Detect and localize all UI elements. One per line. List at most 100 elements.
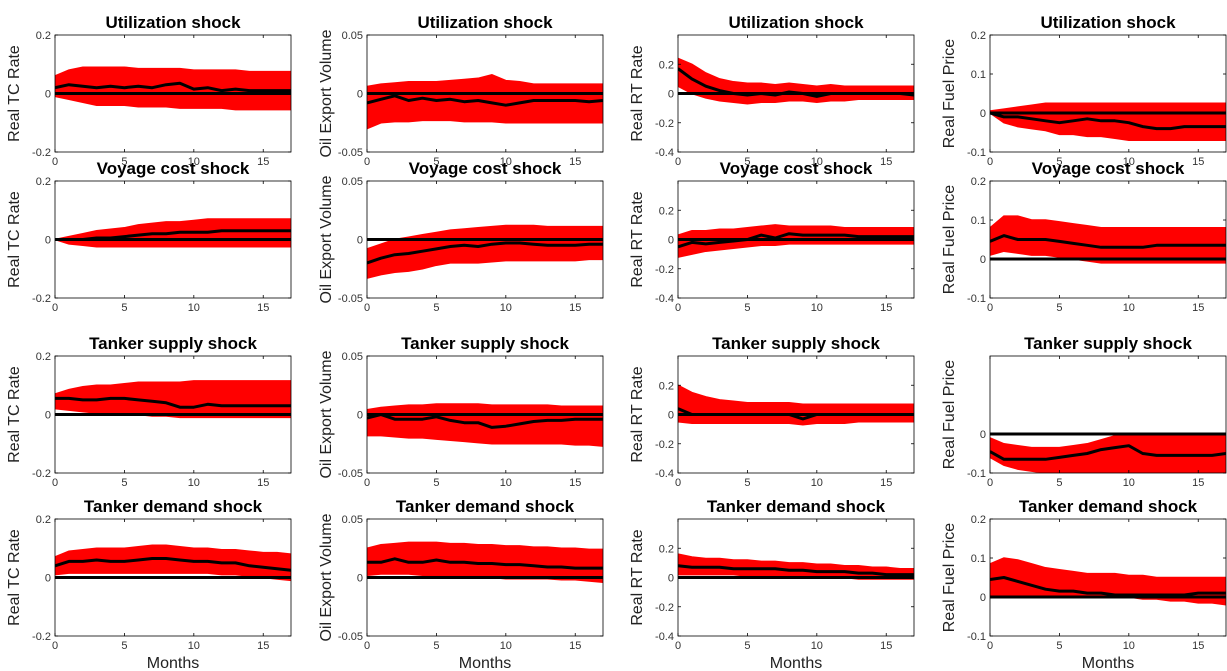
plot-area [55,66,291,111]
panel-title: Tanker demand shock [707,497,886,516]
axes-box [989,518,1227,637]
y-tick-label: 0.2 [971,30,986,42]
y-tick-label: -0.1 [967,468,986,480]
x-tick-label: 0 [675,477,681,489]
plot-area [678,384,914,426]
panel-title: Utilization shock [728,13,864,32]
x-tick-label: 5 [433,302,439,314]
y-tick-label: -0.1 [967,631,986,643]
y-tick-label: -0.05 [338,468,363,480]
x-tick-label: 10 [188,156,200,168]
confidence-band [990,433,1226,473]
x-tick-label: 0 [364,156,370,168]
panel-title: Voyage cost shock [97,159,250,178]
y-tick-label: 0.2 [659,380,674,392]
panel-title: Voyage cost shock [409,159,562,178]
x-tick-label: 15 [1192,156,1204,168]
plot-area [990,215,1226,264]
y-axis-label: Oil Export Volume [318,175,335,303]
x-tick-label: 10 [1123,640,1135,652]
x-tick-label: 5 [1056,302,1062,314]
y-tick-label: 0 [668,573,674,585]
y-axis-label: Real RT Rate [629,45,646,141]
x-tick-label: 10 [811,477,823,489]
y-axis-label: Real TC Rate [6,45,23,142]
x-tick-label: 10 [811,640,823,652]
y-tick-label: 0.05 [342,30,363,42]
median-response-line [678,67,914,98]
y-tick-label: 0 [357,410,363,422]
y-axis-label: Real TC Rate [6,191,23,288]
plot-area [55,218,291,248]
x-tick-label: 15 [569,640,581,652]
y-tick-label: 0 [45,235,51,247]
x-tick-label: 15 [1192,477,1204,489]
y-tick-label: 0 [668,89,674,101]
y-axis-label: Real RT Rate [629,529,646,625]
median-response-line [55,557,291,572]
x-tick-label: 0 [52,156,58,168]
x-axis-label: Months [147,655,199,671]
x-tick-label: 15 [257,640,269,652]
y-tick-label: 0.1 [971,553,986,565]
x-tick-label: 15 [880,302,892,314]
y-axis-label: Real TC Rate [6,529,23,626]
panel-title: Voyage cost shock [1032,159,1185,178]
y-tick-label: -0.2 [32,468,51,480]
x-tick-label: 5 [744,156,750,168]
x-tick-label: 5 [121,156,127,168]
y-tick-label: 0.2 [36,30,51,42]
panel-r1-c3: 0 5 10 15 0.2 0 -0.2 -0.4 Utilization shock Real … [629,13,915,168]
plot-area [990,557,1226,606]
confidence-band [678,384,914,426]
x-tick-label: 0 [987,302,993,314]
y-tick-label: 0.2 [36,514,51,526]
y-axis-label: Real TC Rate [6,366,23,463]
y-tick-label: -0.4 [655,147,674,159]
y-tick-label: 0.1 [971,215,986,227]
y-tick-label: -0.1 [967,147,986,159]
panel-r3-c3: 0 5 10 15 0.2 0 -0.2 -0.4 Tanker supply shock Rea… [629,334,915,489]
x-tick-label: 5 [433,477,439,489]
x-tick-label: 5 [1056,156,1062,168]
confidence-band [678,57,914,105]
y-tick-label: -0.2 [655,602,674,614]
x-tick-label: 10 [188,477,200,489]
x-tick-label: 10 [811,156,823,168]
x-tick-label: 0 [364,302,370,314]
y-tick-label: 0.05 [342,176,363,188]
x-tick-label: 10 [188,640,200,652]
median-response-line [990,576,1226,597]
y-tick-label: 0.05 [342,514,363,526]
x-tick-label: 15 [257,302,269,314]
y-tick-label: -0.05 [338,147,363,159]
plot-area [55,544,291,582]
median-response-line [55,81,291,93]
y-tick-label: 0 [357,235,363,247]
panel-title: Tanker supply shock [712,334,880,353]
y-axis-label: Oil Export Volume [318,513,335,641]
plot-area [678,553,914,580]
y-tick-label: -0.2 [655,439,674,451]
x-axis-label: Months [1082,655,1134,671]
x-tick-label: 15 [1192,640,1204,652]
x-tick-label: 0 [52,477,58,489]
x-axis-label: Months [459,655,511,671]
y-axis-label: Real RT Rate [629,366,646,462]
x-tick-label: 0 [675,156,681,168]
y-axis-label: Oil Export Volume [318,350,335,478]
x-tick-label: 10 [500,302,512,314]
x-tick-label: 10 [500,156,512,168]
panel-title: Voyage cost shock [720,159,873,178]
x-tick-label: 15 [569,302,581,314]
y-tick-label: -0.2 [32,293,51,305]
x-tick-label: 5 [744,302,750,314]
x-tick-label: 10 [811,302,823,314]
panel-r4-c3: 0 5 10 15 0.2 0 -0.2 -0.4 Tanker demand shock Rea… [629,497,915,671]
